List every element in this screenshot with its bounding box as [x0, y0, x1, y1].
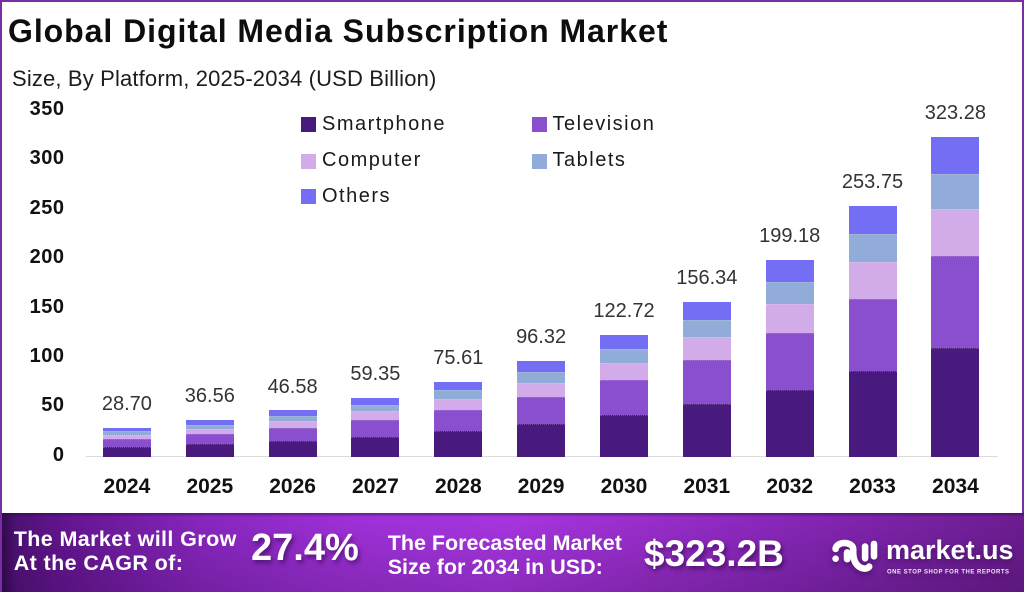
- svg-text:market.us: market.us: [886, 535, 1014, 565]
- svg-text:ONE STOP SHOP FOR THE REPORTS: ONE STOP SHOP FOR THE REPORTS: [887, 570, 1010, 576]
